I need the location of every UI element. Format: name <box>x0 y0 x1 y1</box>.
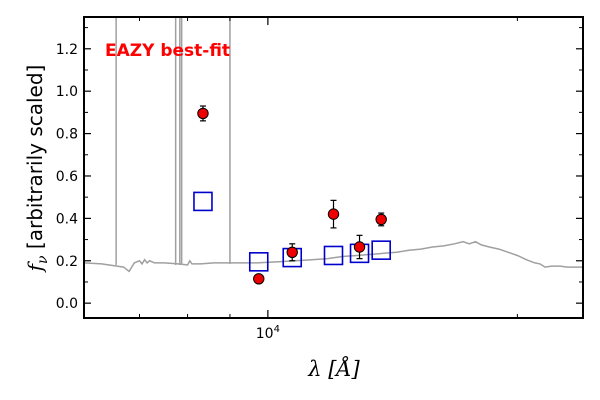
observed-data-point <box>197 107 209 120</box>
plot-area <box>83 17 583 285</box>
observed-data-point <box>327 208 340 220</box>
y-axis-label: fν [arbitrarily scaled] <box>23 65 51 274</box>
y-tick-label: 1.2 <box>56 42 78 58</box>
y-tick-label: 0.4 <box>56 211 78 227</box>
model-square-point <box>371 240 391 260</box>
y-tick-label: 0.8 <box>56 127 78 143</box>
y-tick-label: 0.0 <box>56 296 78 312</box>
observed-data-point <box>353 241 366 253</box>
observed-data-point <box>253 273 265 285</box>
y-axis: 0.0 0.2 0.4 0.6 0.8 1.0 1.2 <box>56 27 583 312</box>
model-square-point <box>323 245 344 266</box>
x-axis-label: λ [Å] <box>307 356 360 381</box>
y-tick-label: 1.0 <box>56 84 78 100</box>
y-tick-label: 0.6 <box>56 169 78 185</box>
annotation-label: EAZY best-fit <box>105 41 230 61</box>
observed-data-point <box>375 213 387 226</box>
x-tick-label: 104 <box>256 324 280 342</box>
template-spectrum-line <box>83 240 583 273</box>
x-axis: 104 <box>138 17 518 342</box>
y-tick-label: 0.2 <box>56 254 78 270</box>
model-square-point <box>248 252 269 272</box>
plot-frame <box>83 16 584 319</box>
observed-data-point <box>286 246 298 258</box>
model-square-point <box>193 191 213 212</box>
